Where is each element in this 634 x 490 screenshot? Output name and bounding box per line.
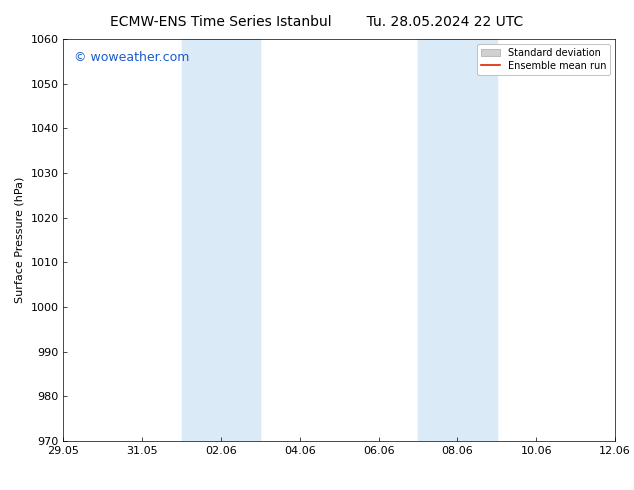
Text: © woweather.com: © woweather.com — [74, 51, 190, 64]
Legend: Standard deviation, Ensemble mean run: Standard deviation, Ensemble mean run — [477, 44, 610, 75]
Text: ECMW-ENS Time Series Istanbul        Tu. 28.05.2024 22 UTC: ECMW-ENS Time Series Istanbul Tu. 28.05.… — [110, 15, 524, 29]
Bar — [418, 39, 497, 441]
Y-axis label: Surface Pressure (hPa): Surface Pressure (hPa) — [15, 177, 25, 303]
Bar — [181, 39, 261, 441]
